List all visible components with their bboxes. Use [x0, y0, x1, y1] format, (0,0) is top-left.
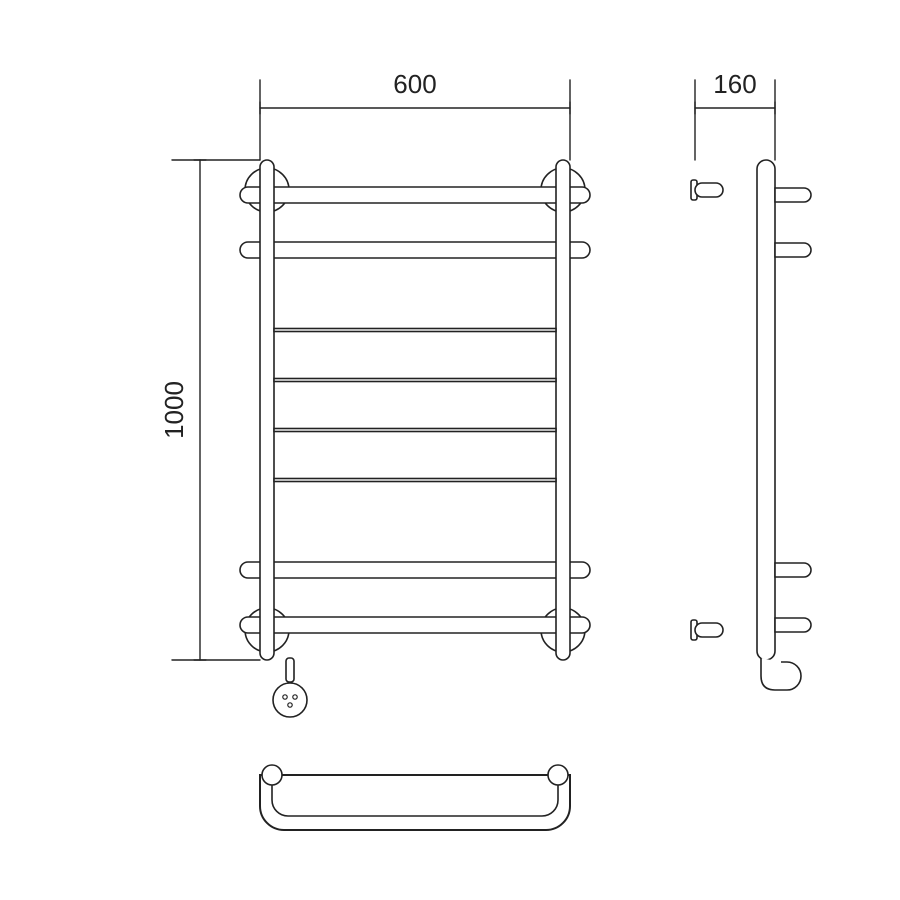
dim-depth-label: 160	[713, 69, 756, 99]
dim-width-label: 600	[393, 69, 436, 99]
side-view	[691, 160, 811, 690]
technical-drawing: 600 160 1000	[0, 0, 900, 900]
dim-height-label: 1000	[159, 381, 189, 439]
top-view	[260, 765, 570, 830]
front-view	[240, 160, 590, 717]
